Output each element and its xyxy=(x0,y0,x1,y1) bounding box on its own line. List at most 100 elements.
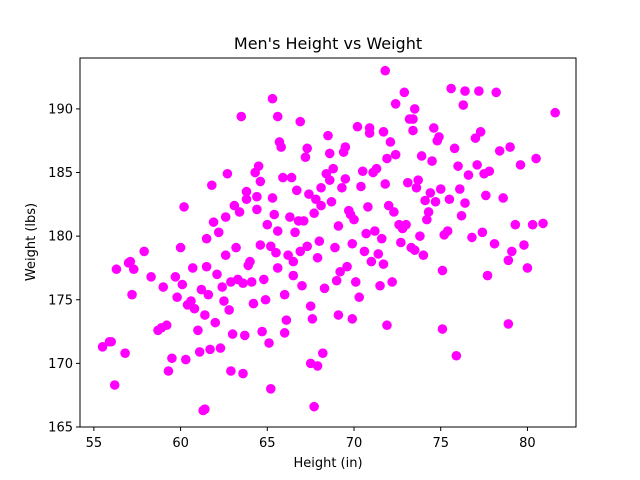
y-tick-label: 185 xyxy=(48,166,73,181)
data-point xyxy=(385,137,396,147)
data-point xyxy=(297,280,307,291)
data-point xyxy=(309,401,319,412)
data-point xyxy=(205,344,215,355)
y-tick-label: 190 xyxy=(48,102,73,117)
y-axis-label: Weight (lbs) xyxy=(24,203,39,281)
data-point xyxy=(344,205,354,216)
data-point xyxy=(193,325,203,336)
data-point xyxy=(196,284,207,295)
data-point xyxy=(380,179,391,189)
data-point xyxy=(233,274,243,285)
data-point xyxy=(515,160,526,170)
data-point xyxy=(312,252,323,263)
data-point xyxy=(288,270,299,281)
data-point xyxy=(220,250,231,261)
data-point xyxy=(323,130,333,141)
data-point xyxy=(460,198,470,208)
data-point xyxy=(427,156,437,166)
data-point xyxy=(437,324,448,334)
data-point xyxy=(109,380,120,390)
data-point xyxy=(312,361,323,371)
data-point xyxy=(302,241,312,252)
data-point xyxy=(187,263,198,273)
x-axis-label: Height (in) xyxy=(293,456,362,471)
data-point xyxy=(380,65,391,76)
chart-title: Men's Height vs Weight xyxy=(234,34,422,53)
data-point xyxy=(304,189,314,199)
data-point xyxy=(207,180,217,191)
y-tick-label: 175 xyxy=(48,293,73,308)
data-point xyxy=(201,261,212,272)
data-point xyxy=(340,174,351,184)
data-point xyxy=(489,238,500,249)
data-point xyxy=(366,256,377,267)
data-point xyxy=(278,172,288,183)
data-point xyxy=(463,170,474,180)
data-point xyxy=(406,242,417,253)
data-point xyxy=(455,184,465,194)
data-point xyxy=(265,384,276,394)
data-point xyxy=(272,263,283,273)
data-point xyxy=(318,348,328,359)
data-point xyxy=(271,247,281,258)
data-point xyxy=(481,190,491,201)
data-point xyxy=(167,353,177,364)
data-point xyxy=(265,241,276,252)
data-point xyxy=(316,182,326,193)
data-point xyxy=(390,149,401,160)
data-point xyxy=(389,207,399,217)
data-point xyxy=(420,195,430,206)
data-point xyxy=(236,111,247,122)
data-point xyxy=(342,261,352,272)
data-point xyxy=(208,217,219,227)
data-point xyxy=(349,214,359,225)
y-tick-label: 165 xyxy=(48,421,73,436)
data-point xyxy=(378,259,389,269)
data-point xyxy=(335,266,345,277)
data-point xyxy=(408,114,418,124)
data-point xyxy=(146,272,156,282)
data-point xyxy=(279,328,290,338)
data-point xyxy=(437,265,448,276)
data-point xyxy=(241,194,252,205)
data-point xyxy=(519,240,529,250)
data-point xyxy=(413,175,423,185)
data-point xyxy=(439,230,450,240)
x-tick-label: 65 xyxy=(259,436,276,451)
data-point xyxy=(458,100,469,110)
data-point xyxy=(396,237,406,248)
data-point xyxy=(276,142,286,152)
data-point xyxy=(177,279,188,290)
data-point xyxy=(194,347,205,357)
data-point xyxy=(290,227,300,238)
data-point xyxy=(316,200,326,211)
data-point xyxy=(527,219,538,230)
x-tick-label: 60 xyxy=(172,436,189,451)
data-point xyxy=(411,182,422,193)
data-point xyxy=(241,186,252,197)
data-point xyxy=(300,152,311,163)
data-point xyxy=(428,123,439,133)
data-point xyxy=(491,87,502,98)
data-point xyxy=(402,177,413,188)
data-point xyxy=(175,242,186,253)
data-point xyxy=(269,209,280,220)
data-point xyxy=(252,204,262,215)
data-point xyxy=(363,202,373,212)
data-point xyxy=(460,86,470,96)
data-point xyxy=(215,343,226,353)
data-point xyxy=(347,314,358,324)
data-point xyxy=(302,143,312,154)
data-point xyxy=(217,282,228,292)
data-point xyxy=(333,310,344,320)
data-point xyxy=(226,366,236,376)
data-point xyxy=(423,207,434,217)
data-point xyxy=(337,182,347,193)
data-point xyxy=(474,86,484,96)
data-point xyxy=(243,260,254,271)
data-point xyxy=(283,250,293,261)
data-point xyxy=(125,256,136,267)
data-point xyxy=(356,181,366,192)
data-point xyxy=(444,194,455,205)
